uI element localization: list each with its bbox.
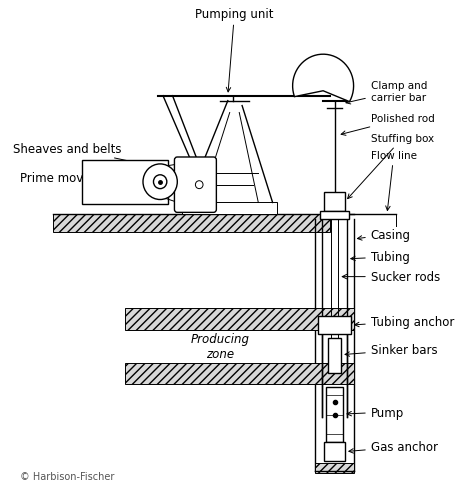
Circle shape xyxy=(143,164,177,200)
Text: Prime mover: Prime mover xyxy=(20,172,100,185)
Text: Gas anchor: Gas anchor xyxy=(349,440,438,453)
Bar xyxy=(125,308,354,330)
Bar xyxy=(324,442,345,462)
Bar xyxy=(125,363,354,385)
Bar xyxy=(54,215,330,233)
Text: Pump: Pump xyxy=(347,406,404,419)
Text: Sinker bars: Sinker bars xyxy=(345,344,438,357)
Text: Polished rod: Polished rod xyxy=(341,114,435,136)
Circle shape xyxy=(195,182,203,189)
Text: Clamp and
carrier bar: Clamp and carrier bar xyxy=(346,81,427,105)
Text: Pumping unit: Pumping unit xyxy=(195,7,273,93)
Polygon shape xyxy=(292,55,354,102)
Text: Tubing: Tubing xyxy=(351,251,410,264)
Bar xyxy=(320,212,349,220)
Bar xyxy=(316,464,354,473)
FancyBboxPatch shape xyxy=(174,158,216,213)
Bar xyxy=(324,192,345,212)
Bar xyxy=(182,203,277,215)
Text: Sucker rods: Sucker rods xyxy=(342,270,440,284)
Text: Producing
zone: Producing zone xyxy=(191,332,250,360)
Text: Stuffing box: Stuffing box xyxy=(347,134,434,199)
Circle shape xyxy=(154,175,167,189)
Bar xyxy=(326,387,343,442)
Bar xyxy=(328,338,341,373)
Text: Flow line: Flow line xyxy=(371,151,417,211)
Bar xyxy=(319,317,351,334)
Text: Tubing anchor: Tubing anchor xyxy=(355,315,454,328)
Text: © Harbison-Fischer: © Harbison-Fischer xyxy=(20,471,114,481)
Text: Casing: Casing xyxy=(357,228,411,241)
Bar xyxy=(82,161,168,205)
Text: Sheaves and belts: Sheaves and belts xyxy=(13,142,191,176)
